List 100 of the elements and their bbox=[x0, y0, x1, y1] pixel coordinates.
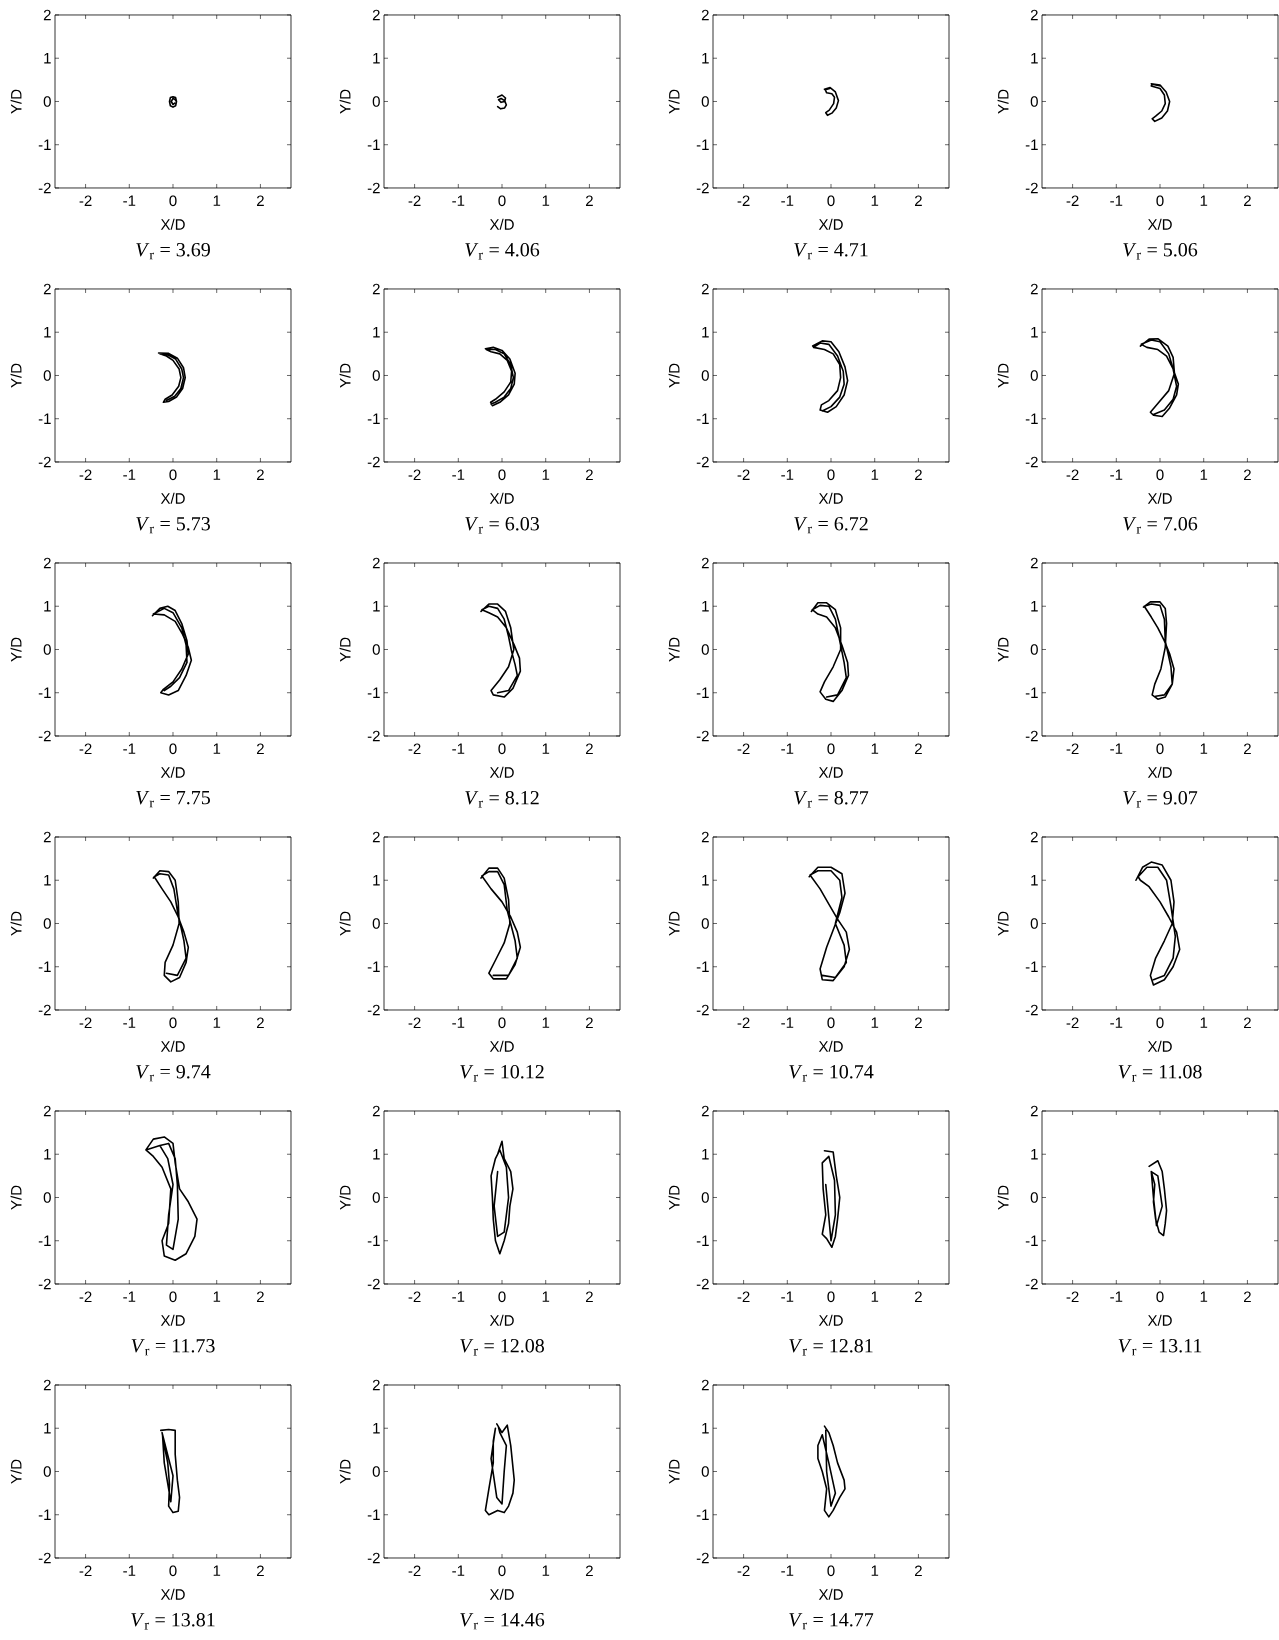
y-tick-label: 2 bbox=[43, 1379, 51, 1391]
y-tick-label: -1 bbox=[367, 1509, 380, 1520]
x-tick-label: 2 bbox=[585, 1565, 593, 1576]
y-tick-label: 2 bbox=[43, 1105, 51, 1117]
x-tick-label: -1 bbox=[123, 1291, 136, 1302]
x-axis-title: X/D bbox=[160, 1040, 185, 1052]
y-axis-title: Y/D bbox=[339, 363, 351, 388]
y-axis-title: Y/D bbox=[10, 911, 22, 936]
x-tick-label: 2 bbox=[1244, 195, 1251, 206]
y-tick-label: -2 bbox=[696, 1552, 709, 1564]
y-tick-label: 2 bbox=[372, 1379, 380, 1391]
x-tick-label: -2 bbox=[1066, 195, 1079, 206]
x-tick-label: -1 bbox=[1110, 469, 1123, 480]
x-tick-label: -2 bbox=[737, 1291, 750, 1302]
x-tick-label: -1 bbox=[452, 469, 465, 480]
x-tick-label: 1 bbox=[542, 469, 550, 480]
x-tick-label: 2 bbox=[915, 195, 922, 206]
x-tick-label: -2 bbox=[408, 1565, 421, 1576]
text: V$_{r}$ = 13.81 bbox=[131, 1612, 215, 1630]
line-series bbox=[1148, 1159, 1168, 1237]
line-series bbox=[484, 346, 516, 407]
y-tick-label: 0 bbox=[1030, 96, 1038, 107]
x-tick-label: 0 bbox=[827, 1017, 835, 1029]
y-tick-label: 1 bbox=[702, 327, 709, 338]
y-tick-label: 0 bbox=[43, 918, 51, 929]
x-tick-label: 2 bbox=[256, 1291, 264, 1302]
x-tick-label: 0 bbox=[498, 743, 506, 755]
x-axis-title: X/D bbox=[1147, 492, 1172, 504]
y-axis-title: Y/D bbox=[997, 911, 1009, 936]
y-tick-label: -1 bbox=[696, 1235, 709, 1246]
y-tick-label: 0 bbox=[372, 1466, 380, 1477]
y-axis-title: Y/D bbox=[997, 363, 1009, 388]
x-tick-label: 1 bbox=[1200, 469, 1208, 480]
text: V$_{r}$ = 5.73 bbox=[136, 517, 210, 534]
y-tick-label: -1 bbox=[38, 687, 51, 698]
x-tick-label: 1 bbox=[1200, 1017, 1208, 1028]
text: V$_{r}$ = 13.11 bbox=[1118, 1339, 1202, 1356]
x-axis-title: X/D bbox=[160, 218, 185, 230]
x-tick-label: 2 bbox=[585, 1291, 593, 1302]
y-tick-label: 1 bbox=[702, 875, 709, 886]
y-tick-label: -2 bbox=[367, 182, 380, 194]
x-axis-title: X/D bbox=[818, 218, 843, 230]
x-tick-label: 1 bbox=[213, 1291, 221, 1302]
x-tick-label: -2 bbox=[1066, 1017, 1079, 1028]
y-tick-label: -2 bbox=[38, 1004, 51, 1016]
x-tick-label: 2 bbox=[585, 1017, 593, 1028]
x-tick-label: 0 bbox=[827, 743, 835, 755]
text: V$_{r}$ = 11.08 bbox=[1118, 1064, 1202, 1082]
y-tick-label: 1 bbox=[373, 601, 380, 612]
y-tick-label: 2 bbox=[701, 283, 709, 295]
y-tick-label: -2 bbox=[1025, 1004, 1038, 1016]
x-tick-label: -2 bbox=[79, 1017, 92, 1028]
x-tick-label: -2 bbox=[408, 1017, 421, 1028]
y-tick-label: 2 bbox=[701, 557, 709, 569]
y-tick-label: -1 bbox=[367, 139, 380, 150]
x-tick-label: -1 bbox=[123, 1565, 136, 1576]
y-tick-label: 0 bbox=[701, 918, 709, 929]
y-tick-label: -1 bbox=[38, 413, 51, 424]
y-axis-title: Y/D bbox=[339, 637, 351, 662]
text: V$_{r}$ = 6.03 bbox=[465, 516, 539, 534]
y-tick-label: -1 bbox=[696, 687, 709, 698]
x-axis-title: X/D bbox=[1147, 1314, 1172, 1326]
x-tick-label: 1 bbox=[1200, 743, 1208, 754]
text: V$_{r}$ = 3.69 bbox=[136, 243, 210, 260]
y-tick-label: 1 bbox=[44, 53, 51, 64]
y-tick-label: 2 bbox=[701, 1105, 709, 1117]
line-series bbox=[480, 603, 522, 698]
y-tick-label: 2 bbox=[701, 831, 709, 843]
y-tick-label: 2 bbox=[43, 283, 51, 295]
y-tick-label: 0 bbox=[43, 96, 51, 107]
x-tick-label: 0 bbox=[169, 1565, 177, 1577]
y-axis-title: Y/D bbox=[10, 1185, 22, 1210]
x-tick-label: 1 bbox=[871, 469, 879, 480]
x-tick-label: 2 bbox=[585, 469, 593, 480]
y-tick-label: -1 bbox=[367, 1235, 380, 1246]
y-tick-label: 1 bbox=[373, 1423, 380, 1434]
x-axis-title: X/D bbox=[160, 1588, 185, 1600]
y-tick-label: 1 bbox=[373, 1149, 380, 1160]
x-tick-label: 2 bbox=[585, 743, 593, 754]
text: V$_{r}$ = 8.77 bbox=[794, 790, 869, 808]
y-tick-label: 1 bbox=[44, 327, 51, 338]
y-tick-label: -1 bbox=[1025, 139, 1038, 150]
x-tick-label: 1 bbox=[871, 1017, 879, 1028]
y-axis-title: Y/D bbox=[668, 911, 680, 936]
x-tick-label: 1 bbox=[871, 743, 879, 754]
x-tick-label: 2 bbox=[915, 1565, 922, 1576]
line-series bbox=[496, 94, 508, 110]
y-tick-label: 1 bbox=[1031, 1149, 1038, 1160]
y-tick-label: 1 bbox=[1031, 327, 1038, 338]
text: V$_{r}$ = 10.12 bbox=[460, 1064, 544, 1082]
y-tick-label: -1 bbox=[38, 961, 51, 972]
text: V$_{r}$ = 4.71 bbox=[794, 243, 868, 260]
y-tick-label: 1 bbox=[702, 601, 709, 612]
y-tick-label: 2 bbox=[1030, 557, 1038, 569]
y-tick-label: -2 bbox=[696, 730, 709, 742]
line-series bbox=[1150, 82, 1171, 123]
text: V$_{r}$ = 14.46 bbox=[460, 1613, 545, 1630]
x-tick-label: 1 bbox=[213, 1017, 221, 1028]
y-tick-label: 1 bbox=[44, 601, 51, 612]
x-tick-label: 0 bbox=[1156, 743, 1164, 755]
